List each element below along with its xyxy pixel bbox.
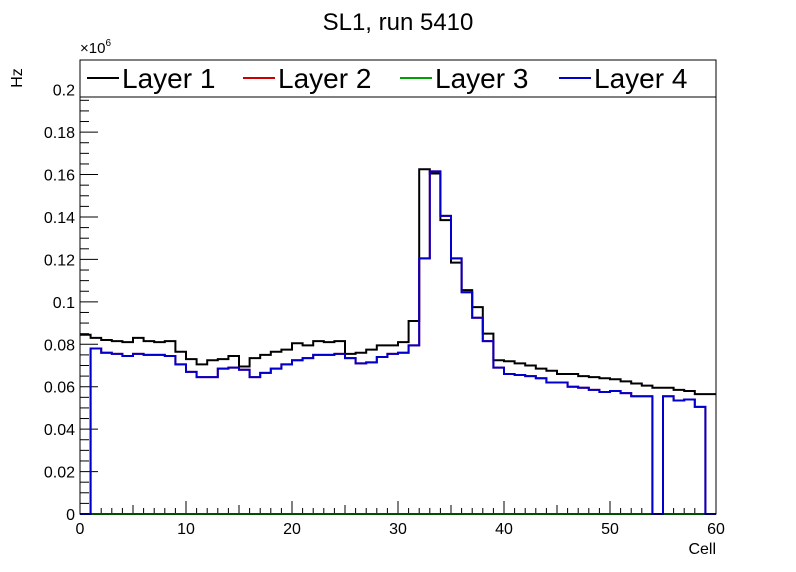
series-line-1 — [80, 168, 716, 396]
legend-label: Layer 2 — [278, 63, 371, 94]
y-tick-label: 0.08 — [44, 337, 75, 354]
y-tick-label: 0.04 — [44, 422, 75, 439]
x-axis-label: Cell — [688, 541, 716, 558]
y-tick-labels: 0 0.02 0.04 0.06 0.08 0.1 0.12 0.14 0.16 0.18 0.2 — [44, 83, 75, 524]
x-tick-label: 0 — [76, 521, 85, 538]
y-axis-label: Hz — [9, 68, 26, 88]
chart-title: SL1, run 5410 — [323, 9, 474, 36]
y-tick-label: 0.18 — [44, 125, 75, 142]
x-tick-label: 40 — [495, 521, 513, 538]
legend-label: Layer 4 — [594, 63, 687, 94]
series-line-4 — [80, 170, 716, 515]
x-tick-label: 30 — [389, 521, 407, 538]
y-tick-label: 0.02 — [44, 465, 75, 482]
y-exponent-label: ×106 — [80, 38, 111, 57]
x-tick-label: 20 — [283, 521, 301, 538]
y-tick-label: 0.12 — [44, 252, 75, 269]
legend-box — [79, 59, 717, 98]
legend-label: Layer 3 — [435, 63, 528, 94]
y-tick-label: 0.16 — [44, 168, 75, 185]
y-tick-label: 0 — [66, 507, 75, 524]
y-tick-label: 0.06 — [44, 380, 75, 397]
y-tick-label: 0.14 — [44, 210, 75, 227]
x-tick-label: 10 — [177, 521, 195, 538]
legend-label: Layer 1 — [122, 63, 215, 94]
x-tick-label: 50 — [601, 521, 619, 538]
y-tick-label: 0.1 — [53, 295, 75, 312]
legend-items: Layer 1 Layer 2 Layer 3 Layer 4 — [87, 63, 687, 94]
x-tick-label: 60 — [707, 521, 725, 538]
y-tick-label: 0.2 — [53, 83, 75, 100]
y-exponent-power: 6 — [105, 38, 111, 49]
y-exponent-base: ×10 — [80, 40, 105, 57]
legend: Layer 1 Layer 2 Layer 3 Layer 4 — [79, 59, 717, 98]
x-tick-labels: 0 10 20 30 40 50 60 — [76, 521, 725, 538]
